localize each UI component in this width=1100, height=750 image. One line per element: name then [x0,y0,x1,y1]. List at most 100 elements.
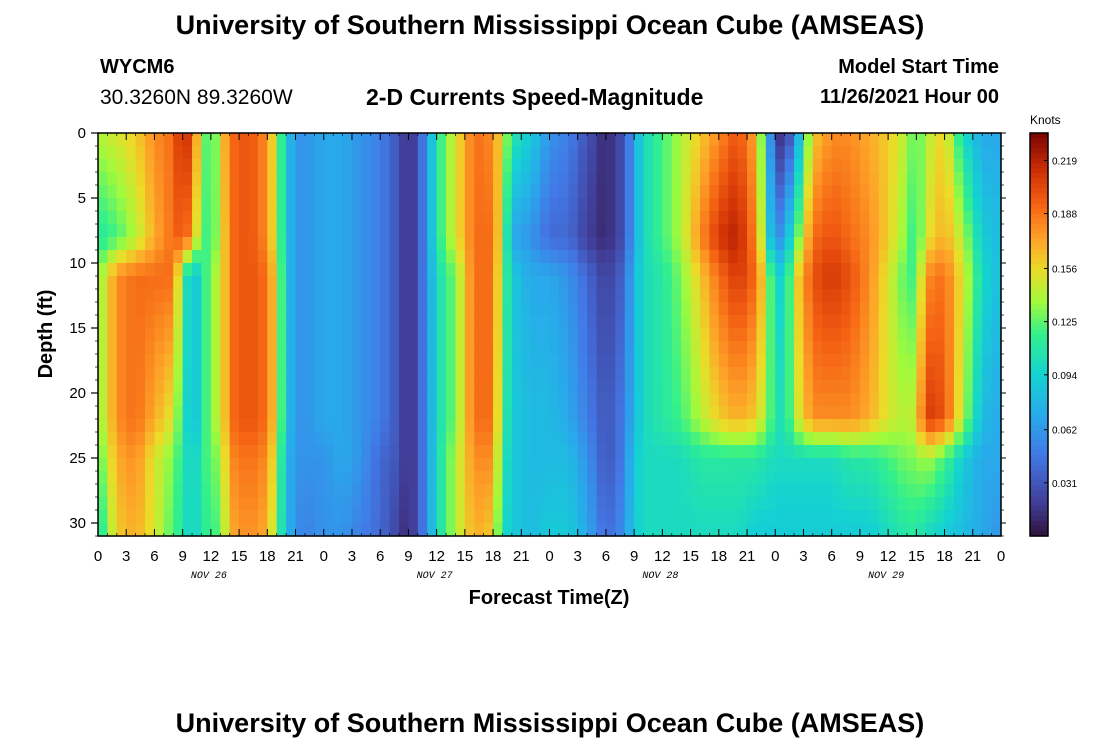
heatmap-cell [690,484,701,498]
heatmap-cell [220,276,231,290]
heatmap-cell [897,159,908,173]
heatmap-cell [700,445,711,459]
heatmap-cell [643,250,654,264]
heatmap-cell [737,185,748,199]
heatmap-cell [935,276,946,290]
heatmap-cell [173,159,184,173]
heatmap-cell [991,224,1002,238]
heatmap-cell [154,172,165,186]
heatmap-cell [267,406,278,420]
heatmap-cell [192,445,203,459]
heatmap-cell [502,172,513,186]
heatmap-cell [643,237,654,251]
heatmap-cell [145,484,156,498]
heatmap-cell [587,159,598,173]
heatmap-cell [831,133,842,147]
heatmap-cell [671,133,682,147]
heatmap-cell [737,523,748,537]
heatmap-cell [98,146,109,160]
heatmap-cell [925,471,936,485]
heatmap-cell [888,133,899,147]
heatmap-cell [116,172,127,186]
heatmap-cell [794,458,805,472]
heatmap-cell [304,133,315,147]
heatmap-cell [474,263,485,277]
heatmap-cell [944,146,955,160]
heatmap-cell [493,419,504,433]
heatmap-cell [530,146,541,160]
heatmap-cell [944,276,955,290]
heatmap-cell [286,445,297,459]
heatmap-cell [841,432,852,446]
heatmap-cell [248,237,259,251]
heatmap-cell [295,484,306,498]
heatmap-cell [314,237,325,251]
heatmap-cell [718,198,729,212]
heatmap-cell [850,354,861,368]
heatmap-cell [446,445,457,459]
heatmap-cell [446,328,457,342]
heatmap-cell [643,497,654,511]
heatmap-cell [634,354,645,368]
heatmap-cell [210,315,221,329]
heatmap-cell [775,367,786,381]
heatmap-cell [417,497,428,511]
heatmap-cell [540,393,551,407]
heatmap-cell [775,224,786,238]
heatmap-cell [784,185,795,199]
heatmap-cell [220,432,231,446]
heatmap-cell [549,211,560,225]
heatmap-cell [380,276,391,290]
heatmap-cell [681,484,692,498]
heatmap-cell [521,354,532,368]
heatmap-cell [690,185,701,199]
heatmap-cell [201,250,212,264]
heatmap-cell [916,146,927,160]
heatmap-cell [483,224,494,238]
colorbar-segment [1030,289,1048,295]
heatmap-cell [201,380,212,394]
heatmap-cell [427,497,438,511]
heatmap-cell [502,523,513,537]
heatmap-cell [784,406,795,420]
heatmap-cell [878,146,889,160]
heatmap-cell [351,211,362,225]
heatmap-cell [671,523,682,537]
x-tick-label: 6 [828,548,836,565]
heatmap-cell [361,224,372,238]
heatmap-cell [333,341,344,355]
heatmap-cell [163,458,174,472]
heatmap-cell [841,289,852,303]
heatmap-cell [210,159,221,173]
heatmap-cell [587,497,598,511]
heatmap-cell [370,471,381,485]
heatmap-cell [577,510,588,524]
heatmap-cell [897,419,908,433]
heatmap-cell [361,159,372,173]
heatmap-cell [446,367,457,381]
heatmap-cell [587,367,598,381]
heatmap-cell [916,471,927,485]
heatmap-cell [530,367,541,381]
heatmap-cell [812,224,823,238]
heatmap-cell [135,133,146,147]
heatmap-cell [728,224,739,238]
heatmap-cell [906,432,917,446]
heatmap-cell [718,302,729,316]
heatmap-cell [455,406,466,420]
heatmap-cell [681,198,692,212]
heatmap-cell [380,406,391,420]
heatmap-cell [643,380,654,394]
heatmap-cell [831,458,842,472]
heatmap-cell [257,341,268,355]
heatmap-cell [681,211,692,225]
heatmap-cell [239,172,250,186]
heatmap-cell [953,354,964,368]
heatmap-cell [267,185,278,199]
heatmap-cell [709,484,720,498]
heatmap-cell [634,172,645,186]
heatmap-cell [173,263,184,277]
heatmap-cell [361,445,372,459]
heatmap-cell [577,393,588,407]
heatmap-cell [163,328,174,342]
